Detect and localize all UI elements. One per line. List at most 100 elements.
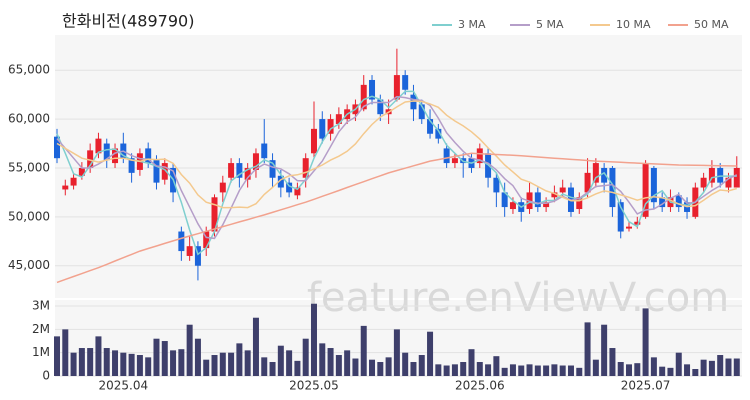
- volume-bar: [170, 350, 177, 376]
- candle-body: [145, 148, 152, 164]
- candle-body: [302, 158, 309, 178]
- candle-body: [435, 128, 442, 139]
- volume-bar: [369, 359, 376, 376]
- candle-body: [642, 163, 649, 217]
- candle-body: [319, 119, 326, 139]
- volume-bar: [186, 324, 193, 376]
- volume-bar: [410, 362, 417, 376]
- volume-bar: [468, 349, 475, 376]
- candle-body: [717, 167, 724, 183]
- volume-bar: [700, 359, 707, 376]
- x-tick-label: 2025.04: [99, 379, 149, 393]
- volume-bar: [675, 352, 682, 376]
- volume-bar: [609, 348, 616, 376]
- volume-bar: [584, 322, 591, 376]
- volume-bar: [62, 329, 69, 376]
- volume-bar: [733, 358, 740, 376]
- candle-body: [609, 167, 616, 208]
- candle-body: [418, 104, 425, 120]
- candle-body: [327, 119, 334, 134]
- volume-bar: [642, 308, 649, 376]
- candle-body: [509, 202, 516, 210]
- volume-bar: [393, 329, 400, 376]
- volume-bar: [559, 365, 566, 376]
- candle-body: [112, 148, 119, 164]
- volume-bar: [626, 364, 633, 376]
- candle-body: [410, 94, 417, 110]
- candle-body: [576, 197, 583, 210]
- volume-bar: [228, 352, 235, 376]
- volume-bar: [70, 352, 77, 376]
- candle-body: [617, 202, 624, 232]
- y-tick-label: 0: [42, 369, 50, 383]
- candle-body: [675, 195, 682, 208]
- candle-body: [286, 182, 293, 193]
- candle-body: [269, 160, 276, 178]
- candle-body: [228, 163, 235, 178]
- volume-bar: [451, 364, 458, 376]
- ma-line: [56, 100, 738, 209]
- x-tick-label: 2025.05: [289, 379, 339, 393]
- candle-body: [451, 158, 458, 164]
- candle-body: [493, 177, 500, 193]
- volume-bar: [534, 365, 541, 376]
- candle-body: [534, 192, 541, 208]
- volume-bar: [402, 352, 409, 376]
- y-tick-label: 55,000: [8, 160, 50, 174]
- volume-bar: [667, 367, 674, 376]
- candle-body: [650, 167, 657, 203]
- candle-body: [70, 177, 77, 186]
- candle-body: [178, 231, 185, 252]
- volume-bar: [460, 362, 467, 376]
- volume-bar: [725, 358, 732, 376]
- candle-body: [252, 153, 259, 170]
- volume-bar: [476, 362, 483, 376]
- candle-body: [700, 177, 707, 188]
- volume-bar: [211, 355, 218, 376]
- volume-bar: [650, 357, 657, 376]
- candle-body: [236, 163, 243, 178]
- candle-body: [261, 143, 268, 159]
- candle-body: [294, 187, 301, 196]
- volume-bar: [576, 367, 583, 376]
- candle-body: [402, 75, 409, 90]
- candle-body: [725, 177, 732, 188]
- candle-body: [584, 172, 591, 193]
- candle-body: [659, 197, 666, 208]
- candle-body: [203, 231, 210, 249]
- volume-bar: [335, 355, 342, 376]
- volume-bar: [567, 365, 574, 376]
- volume-bar: [112, 350, 119, 376]
- legend-label: 3 MA: [458, 18, 486, 31]
- legend-label: 50 MA: [694, 18, 729, 31]
- volume-bar: [54, 336, 60, 376]
- candle-body: [87, 150, 94, 168]
- volume-bar: [236, 343, 243, 376]
- x-tick-label: 2025.07: [621, 379, 671, 393]
- candle-body: [128, 158, 135, 173]
- candle-body: [501, 192, 508, 208]
- volume-bar: [269, 362, 276, 376]
- volume-bar: [684, 364, 691, 376]
- candle-body: [634, 221, 641, 225]
- y-tick-label: 3M: [32, 299, 50, 313]
- volume-bar: [145, 357, 152, 376]
- volume-bar: [634, 363, 641, 376]
- candle-body: [62, 185, 69, 190]
- volume-bar: [385, 357, 392, 376]
- volume-bar: [501, 367, 508, 376]
- candle-body: [559, 187, 566, 193]
- volume-bar: [518, 365, 525, 376]
- volume-bar: [435, 364, 442, 376]
- volume-bar: [310, 303, 317, 376]
- volume-bar: [319, 343, 326, 376]
- ma-line: [56, 90, 737, 256]
- candle-body: [543, 202, 550, 208]
- volume-bar: [261, 357, 268, 376]
- volume-bar: [252, 317, 259, 376]
- y-tick-label: 50,000: [8, 209, 50, 223]
- candle-body: [194, 246, 201, 266]
- candle-body: [78, 167, 85, 176]
